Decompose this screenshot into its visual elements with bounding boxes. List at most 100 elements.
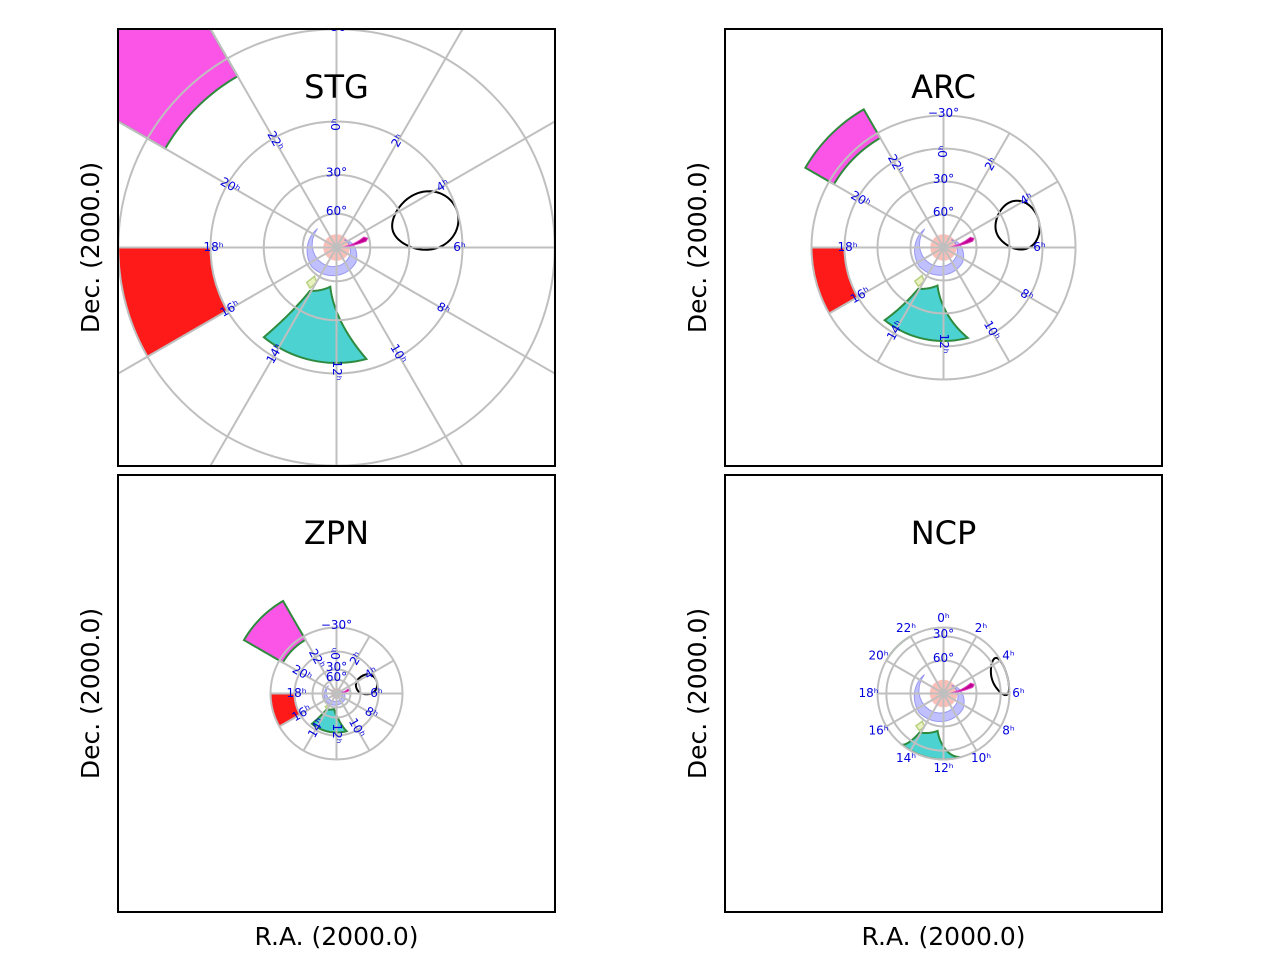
ra-tick-label: 0ʰ (329, 647, 343, 660)
ra-tick-label: 10ʰ (387, 342, 409, 367)
dec-tick-label: 60° (326, 670, 347, 684)
y-axis-label: Dec. (2000.0) (683, 162, 712, 333)
ra-tick-label: 2ʰ (347, 650, 365, 668)
ra-tick-label: 18ʰ (837, 240, 857, 254)
dec-tick-label: −30° (928, 106, 959, 120)
ra-grid-line (885, 692, 945, 728)
ra-tick-label: 18ʰ (286, 686, 306, 700)
ra-tick-label: 10ʰ (971, 751, 991, 765)
sky-region (914, 720, 926, 732)
sky-region (305, 274, 318, 290)
ra-tick-label: 0ʰ (936, 145, 950, 158)
ra-tick-label: 6ʰ (370, 686, 383, 700)
sky-region (306, 228, 358, 277)
ra-grid-line (336, 692, 395, 728)
ra-grid-line (302, 635, 338, 695)
ra-tick-label: 8ʰ (362, 704, 380, 722)
panel-frame (117, 474, 556, 913)
ra-tick-label: 8ʰ (1002, 724, 1015, 738)
sky-region (946, 682, 975, 694)
panel-frame (724, 474, 1163, 913)
ra-tick-label: 12ʰ (937, 333, 951, 353)
ra-grid-line (118, 120, 337, 249)
ra-tick-label: 10ʰ (346, 716, 368, 741)
dec-tick-label: 30° (326, 660, 347, 674)
dec-tick-label: 30° (933, 172, 954, 186)
ra-grid-line (942, 692, 978, 752)
ra-grid-line (876, 132, 945, 248)
ra-grid-line (828, 180, 944, 249)
dec-tick-label: 30° (326, 165, 347, 179)
ra-grid-line (335, 29, 464, 248)
sky-region (946, 236, 975, 248)
ra-grid-line (942, 659, 1002, 695)
ra-tick-label: 6ʰ (1012, 686, 1025, 700)
ra-tick-label: 8ʰ (434, 299, 452, 317)
ra-grid-line (942, 246, 1059, 315)
sky-ellipse (354, 673, 379, 696)
sky-region (242, 599, 307, 664)
ra-tick-label: 6ʰ (453, 240, 466, 254)
ra-grid-line (942, 635, 978, 695)
ra-grid-line (209, 29, 338, 248)
ra-tick-label: 22ʰ (896, 621, 916, 635)
ra-grid-line (118, 246, 337, 375)
ra-grid-line (335, 635, 371, 695)
ra-tick-label: 12ʰ (330, 360, 344, 380)
sky-ellipse (391, 190, 460, 251)
ra-tick-label: 4ʰ (434, 176, 452, 194)
ra-grid-line (942, 132, 1011, 248)
panel-title: ZPN (304, 514, 369, 552)
dec-tick-label: 60° (933, 205, 954, 219)
panel-frame (117, 28, 556, 467)
ra-grid-line (302, 692, 338, 752)
ra-tick-label: 0ʰ (937, 611, 950, 625)
y-axis-label: Dec. (2000.0) (683, 608, 712, 779)
y-axis-label: Dec. (2000.0) (76, 608, 105, 779)
ra-tick-label: 18ʰ (203, 240, 223, 254)
ra-grid-line (209, 247, 338, 466)
ra-tick-label: 12ʰ (330, 723, 344, 743)
sky-region (913, 274, 926, 288)
ra-tick-label: 22ʰ (306, 646, 328, 671)
panel-title: ARC (911, 68, 976, 106)
x-axis-label: R.A. (2000.0) (862, 922, 1026, 951)
sky-region (803, 107, 882, 186)
x-axis-label: R.A. (2000.0) (255, 922, 419, 951)
ra-tick-label: 20ʰ (290, 662, 315, 684)
ra-grid-line (909, 692, 945, 752)
panel-frame (724, 28, 1163, 467)
dec-tick-label: 60° (326, 204, 347, 218)
ra-tick-label: 10ʰ (981, 318, 1003, 343)
panel: 0ʰ 2ʰ 4ʰ 6ʰ 8ʰ 10ʰ 12ʰ 14ʰ 16ʰ 18ʰ 20ʰ 22ʰ 60° 30° (858, 611, 1024, 775)
sky-region (118, 29, 239, 150)
sky-region (882, 284, 970, 342)
ra-tick-label: 12ʰ (933, 761, 953, 775)
ra-tick-label: 18ʰ (858, 686, 878, 700)
panel: 0ʰ2ʰ4ʰ6ʰ8ʰ10ʰ12ʰ14ʰ16ʰ18ʰ20ʰ22ʰ60°30°−30… (118, 20, 555, 466)
sky-region (913, 674, 965, 723)
ra-tick-label: 0ʰ (329, 118, 343, 131)
ra-tick-label: 16ʰ (868, 724, 888, 738)
sky-region (262, 285, 369, 364)
dec-tick-label: 60° (933, 651, 954, 665)
ra-grid-line (278, 692, 337, 728)
ra-tick-label: 22ʰ (264, 129, 286, 154)
sky-ellipse (994, 199, 1041, 251)
dec-tick-label: 30° (933, 627, 954, 641)
panel-title: STG (304, 68, 369, 106)
sky-region (339, 236, 369, 248)
dec-tick-label: −30° (321, 20, 352, 34)
ra-tick-label: 4ʰ (1002, 649, 1015, 663)
ra-grid-line (336, 246, 555, 375)
ra-grid-line (828, 246, 944, 315)
ra-tick-label: 14ʰ (896, 751, 916, 765)
ra-grid-line (336, 120, 555, 249)
ra-grid-line (876, 246, 945, 363)
ra-tick-label: 20ʰ (848, 188, 873, 210)
ra-grid-line (909, 635, 945, 695)
ra-grid-line (942, 180, 1059, 249)
y-axis-label: Dec. (2000.0) (76, 162, 105, 333)
